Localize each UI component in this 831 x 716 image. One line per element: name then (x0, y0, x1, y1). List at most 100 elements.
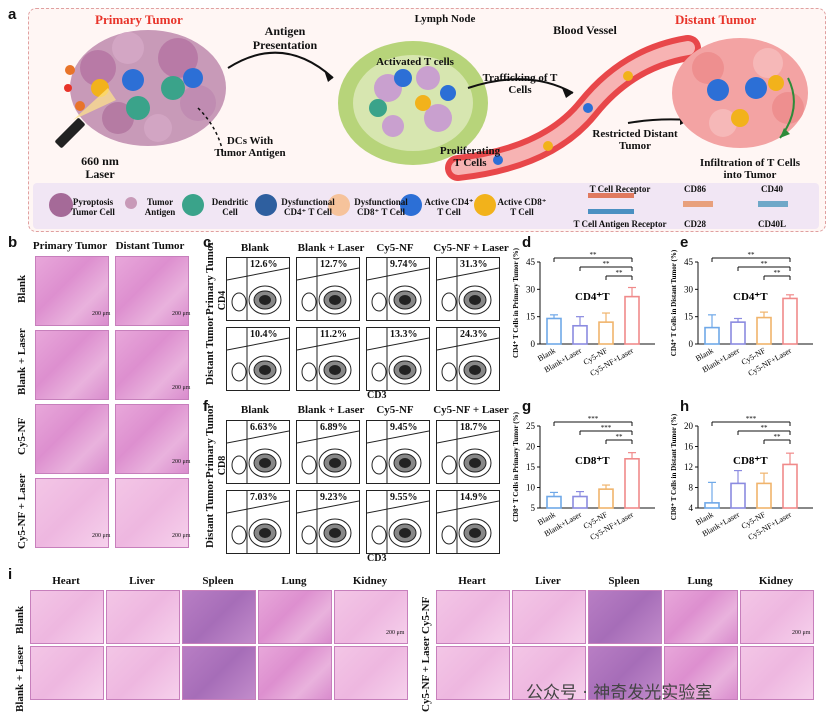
primary-tumor-title: Primary Tumor (95, 12, 183, 27)
organ-histology-tile (512, 646, 586, 700)
bar (598, 488, 614, 509)
y-tick-label: 4 (689, 503, 694, 513)
organ-col-label: Heart (52, 575, 80, 587)
y-tick-label: 20 (526, 442, 536, 452)
flow-plot (226, 490, 290, 554)
scale-bar-label: 200 μm (92, 311, 111, 317)
gate-percentage: 9.55% (390, 492, 418, 503)
chart-title: CD8⁺T (575, 455, 610, 467)
y-tick-label: 25 (526, 421, 536, 431)
f-xaxis: CD3 (367, 553, 387, 564)
organ-histology-tile (436, 590, 510, 644)
bar-chart-h: 4 8 12 16 20 CD8⁺ T Cells in Distant Tumor (%… (670, 413, 813, 542)
f-col-1: Blank + Laser (297, 404, 365, 416)
legend-active-cd4: Active CD4⁺ T Cell (424, 197, 474, 217)
scale-bar-label: 200 μm (172, 385, 191, 391)
watermark-text: 公众号 · 神奇发光实验室 (526, 683, 713, 703)
y-axis-label: CD4⁺ T Cells in Primary Tumor (%) (512, 248, 520, 358)
y-tick-label: 16 (684, 442, 694, 452)
chart-title: CD4⁺T (575, 291, 610, 303)
gate-percentage: 31.3% (460, 259, 488, 270)
bar (572, 324, 588, 345)
bar (546, 495, 562, 509)
bar-chart-e: 0 15 30 45 CD4⁺ T Cells in Distant Tumor (%)… (670, 249, 813, 378)
bar-chart-g: 5 10 15 20 25 CD8⁺ T Cells in Primary Tumor (… (512, 412, 655, 542)
flow-plot (296, 327, 360, 391)
flow-plot (296, 420, 360, 484)
organ-col-label: Lung (281, 575, 307, 587)
bar (782, 297, 798, 345)
flow-plot (436, 327, 500, 391)
flow-plot (296, 257, 360, 321)
organ-histology-tile (740, 590, 814, 644)
flow-plot (436, 257, 500, 321)
organ-histology-tile (588, 646, 662, 700)
organ-col-label: Kidney (352, 575, 388, 587)
c-row-distant: Distant Tumor (204, 316, 216, 385)
significance-label: ** (603, 260, 611, 268)
significance-label: ** (590, 251, 598, 259)
proliferating-label: Proliferating T Cells (439, 145, 501, 169)
f-col-3: Cy5-NF + Laser (433, 404, 509, 416)
gate-percentage: 12.6% (250, 259, 278, 270)
y-tick-label: 15 (684, 312, 694, 322)
y-tick-label: 30 (684, 284, 694, 294)
flow-plot (366, 257, 430, 321)
scale-bar-label: 200 μm (172, 311, 191, 317)
legend-cd40l: CD40L (757, 219, 786, 229)
scale-bar-label: 200 μm (172, 459, 191, 465)
organ-histology-tile (436, 646, 510, 700)
organ-histology-tile (106, 590, 180, 644)
y-tick-label: 0 (531, 339, 536, 349)
flow-plot (436, 490, 500, 554)
organ-col-label: Spleen (608, 575, 640, 587)
panel-c-letter: c (203, 234, 212, 251)
i-row-blank: Blank (14, 605, 26, 634)
b-col-distant: Distant Tumor (115, 240, 185, 252)
bar (730, 482, 746, 509)
trafficking-label: Trafficking of T Cells (482, 72, 558, 96)
organ-histology-tile (182, 646, 256, 700)
significance-label: ** (761, 260, 769, 268)
infiltration-label: Infiltration of T Cells into Tumor (699, 157, 801, 181)
histology-tile (115, 330, 189, 400)
organ-histology-tile (258, 646, 332, 700)
gate-percentage: 9.23% (320, 492, 348, 503)
panel-f-letter: f (203, 398, 208, 415)
y-tick-label: 15 (526, 312, 536, 322)
b-col-primary: Primary Tumor (32, 240, 108, 252)
y-tick-label: 45 (684, 257, 694, 267)
histology-tile (35, 404, 109, 474)
bar (572, 495, 588, 509)
blood-vessel-icon (445, 35, 701, 181)
b-row-cy5nf-laser: Cy5-NF + Laser (16, 473, 28, 549)
organ-col-label: Liver (535, 575, 561, 587)
schematic-illustration (55, 30, 808, 181)
b-row-blank-laser: Blank + Laser (16, 328, 28, 395)
bar (704, 326, 720, 345)
significance-label: ** (761, 424, 769, 432)
gate-percentage: 14.9% (460, 492, 488, 503)
bar (546, 317, 562, 345)
legend-active-cd8: Active CD8⁺ T Cell (497, 197, 547, 217)
organ-histology-tile (334, 590, 408, 644)
b-row-cy5nf: Cy5-NF (16, 417, 28, 455)
gate-percentage: 13.3% (390, 329, 418, 340)
flow-plot (296, 490, 360, 554)
significance-label: *** (588, 415, 599, 423)
legend-tumor-antigen: Tumor Antigen (144, 197, 176, 217)
significance-label: ** (616, 433, 624, 441)
flow-plot (366, 490, 430, 554)
significance-label: ** (774, 269, 782, 277)
organ-histology-tile (334, 646, 408, 700)
histology-tile (35, 256, 109, 326)
blood-vessel-label: Blood Vessel (553, 23, 617, 37)
y-axis-label: CD4⁺ T Cells in Distant Tumor (%) (670, 249, 678, 356)
organ-histology-tile (258, 590, 332, 644)
legend-dys-cd4: Dysfunctional CD4⁺ T Cell (281, 197, 335, 217)
i-row-blank-laser: Blank + Laser (14, 645, 26, 712)
bar-chart-d: 0 15 30 45 CD4⁺ T Cells in Primary Tumor (%)… (512, 248, 655, 378)
antigen-presentation-label: Antigen Presentation (252, 24, 318, 52)
organ-histology-tile (182, 590, 256, 644)
panel-e-letter: e (680, 234, 689, 251)
